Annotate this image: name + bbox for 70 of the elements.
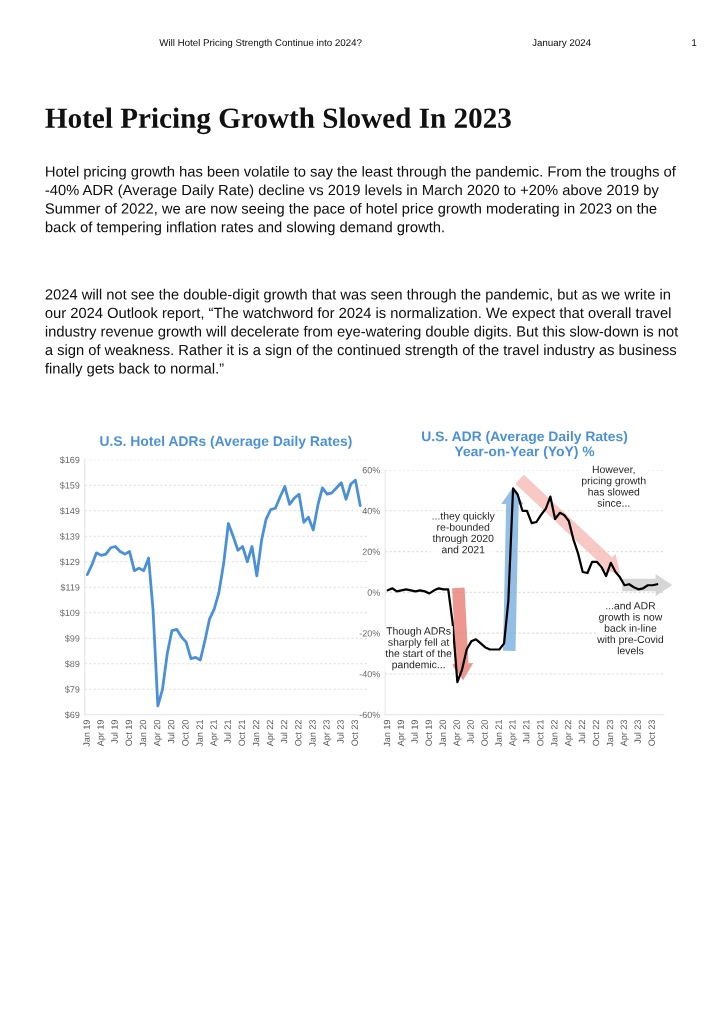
y-tick-label: -40%: [359, 670, 380, 678]
y-tick-label: $79: [64, 685, 80, 694]
x-tick-label: Jan 22: [551, 720, 558, 747]
y-tick-label: $149: [59, 507, 80, 515]
x-tick-label: Oct 20: [182, 719, 189, 746]
x-tick-label: Jan 20: [139, 719, 147, 747]
y-tick-label: 0%: [367, 589, 380, 596]
y-tick-label: $169: [59, 456, 80, 464]
x-tick-label: Apr 23: [620, 720, 629, 747]
x-tick-label: Jul 22: [578, 720, 586, 744]
x-tick-label: Oct 20: [481, 719, 488, 746]
y-tick-label: $89: [64, 660, 80, 668]
text: Hotel pricing growth has been volatile to say the least through the pandemic. From the troughs of -40% ADR (Average Daily Rate) decline vs 2019 levels in March 2020 to +20% above 2019 by Summer of 2022, we are now seeing the pace of hotel price growth moderating in 2023 on the back of tempering inflation rates and slowing demand growth.: [45, 165, 676, 236]
x-tick-label: Jan 22: [252, 720, 260, 747]
y-tick-label: 20%: [362, 548, 380, 555]
annotation: Though ADRs sharply fell at the start of the pandemic...: [385, 626, 452, 671]
chart-title: U.S. ADR (Average Daily Rates) Year-on-Year (YoY) %: [422, 431, 628, 460]
y-tick-label: $99: [64, 634, 80, 643]
y-tick-label: $129: [59, 558, 80, 566]
x-tick-label: Oct 19: [125, 720, 132, 746]
y-tick-label: $159: [59, 481, 80, 490]
x-tick-label: Apr 19: [97, 720, 106, 747]
text: January 2024: [532, 39, 591, 48]
x-tick-label: Jul 22: [280, 720, 288, 744]
y-tick-label: $69: [64, 711, 80, 719]
x-tick-label: Jul 19: [111, 720, 118, 744]
x-tick-label: Apr 20: [153, 719, 163, 747]
x-tick-label: Oct 21: [537, 720, 544, 746]
y-tick-label: $109: [59, 609, 80, 617]
x-tick-label: Apr 19: [397, 720, 406, 747]
x-tick-label: Apr 20: [453, 719, 462, 747]
annotation: ...they quickly re-bounded through 2020 and 2021: [432, 511, 495, 554]
y-tick-label: $119: [60, 583, 80, 592]
annotation: ...and ADR growth is now back in-line with pre-Covid levels: [597, 601, 664, 655]
x-tick-label: Apr 23: [323, 720, 332, 747]
x-tick-label: Jul 21: [224, 720, 231, 744]
y-tick-label: -60%: [359, 711, 380, 719]
x-tick-label: Apr 22: [266, 720, 275, 747]
x-tick-label: Jul 20: [167, 719, 175, 744]
x-tick-label: Jan 19: [383, 720, 391, 747]
y-tick-label: 60%: [362, 466, 380, 474]
x-tick-label: Oct 22: [295, 720, 302, 746]
text: 2024 will not see the double-digit growth that was seen through the pandemic, but as we write in our 2024 Outlook report, “The watchword for 2024 is normalization. We expect that overall travel industry revenue growth will decelerate from eye-watering double digits. But this slow-down is not a sign of weakness. Rather it is a sign of the continued strength of the travel industry as business finally gets back to normal.”: [45, 288, 679, 377]
x-tick-label: Oct 22: [592, 720, 600, 746]
text: Will Hotel Pricing Strength Continue into 2024?: [159, 38, 362, 48]
x-tick-label: Oct 19: [425, 720, 432, 746]
x-tick-label: Jul 21: [522, 720, 530, 744]
y-tick-label: $139: [59, 532, 80, 541]
y-tick-label: -20%: [359, 630, 380, 637]
x-tick-label: Oct 23: [648, 720, 655, 746]
x-tick-label: Jul 23: [634, 720, 641, 744]
x-tick-label: Apr 21: [210, 720, 219, 747]
x-tick-label: Jul 19: [411, 720, 418, 744]
text: 1: [692, 39, 697, 46]
x-tick-label: Apr 22: [564, 720, 574, 747]
annotation: However, pricing growth has slowed since...: [581, 465, 646, 507]
x-tick-label: Jul 23: [337, 720, 344, 744]
chart-title: U.S. Hotel ADRs (Average Daily Rates): [100, 435, 352, 449]
x-tick-label: Jul 20: [467, 719, 474, 744]
x-tick-label: Jan 21: [196, 720, 203, 747]
x-tick-label: Jan 23: [309, 720, 316, 747]
x-tick-label: Oct 23: [351, 720, 358, 746]
x-tick-label: Jan 20: [439, 719, 446, 747]
text: Hotel Pricing Growth Slowed In 2023: [45, 107, 511, 135]
x-tick-label: Jan 21: [495, 720, 502, 747]
x-tick-label: Jan 23: [606, 720, 614, 747]
x-tick-label: Oct 21: [238, 720, 246, 746]
y-tick-label: 40%: [362, 507, 380, 515]
x-tick-label: Apr 21: [509, 720, 518, 747]
x-tick-label: Jan 19: [83, 720, 90, 747]
